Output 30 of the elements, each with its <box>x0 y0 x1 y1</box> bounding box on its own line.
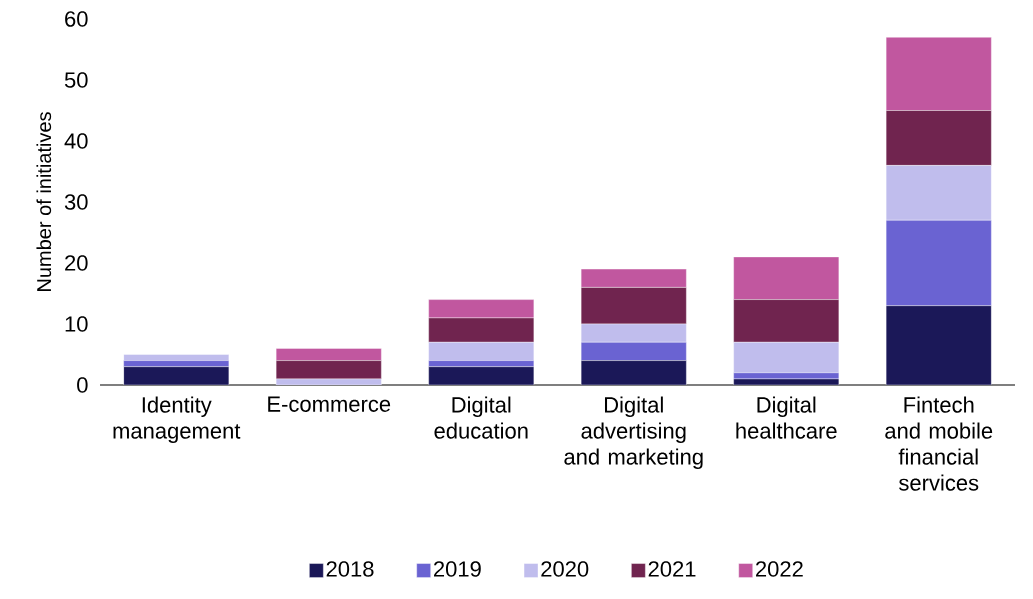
bar <box>885 165 992 221</box>
x-tick-label: Digital advertising and marketing <box>564 396 703 470</box>
bar <box>580 342 687 361</box>
bar <box>123 366 230 385</box>
legend-label: 2019 <box>434 561 481 577</box>
bar <box>428 360 535 367</box>
bar <box>580 323 687 343</box>
x-tick-label: Fintech and mobile financial services <box>885 396 993 491</box>
bar <box>733 372 840 380</box>
y-tick-label: 60 <box>65 11 88 27</box>
y-tick-label: 50 <box>64 72 88 88</box>
y-tick-label: 40 <box>64 133 88 149</box>
legend-label: 2021 <box>648 561 696 577</box>
bar <box>733 342 840 373</box>
bar <box>580 360 687 385</box>
x-tick-label: E-commerce <box>268 396 391 412</box>
legend-label: 2018 <box>326 561 374 577</box>
legend-label: 2020 <box>541 561 589 577</box>
y-tick-label: 30 <box>64 194 88 210</box>
y-tick-label: 10 <box>65 316 88 332</box>
x-tick-label: Digital healthcare <box>736 396 837 439</box>
y-axis-title: Number of initiatives <box>36 112 52 291</box>
legend-label: 2022 <box>756 561 803 577</box>
x-tick-label: Digital education <box>434 396 528 439</box>
bar <box>428 342 535 361</box>
bar <box>428 366 535 385</box>
y-tick-label: 20 <box>65 255 88 271</box>
bar <box>885 305 992 385</box>
x-tick-label: Identity management <box>113 396 241 444</box>
y-tick-label: 0 <box>77 377 88 393</box>
